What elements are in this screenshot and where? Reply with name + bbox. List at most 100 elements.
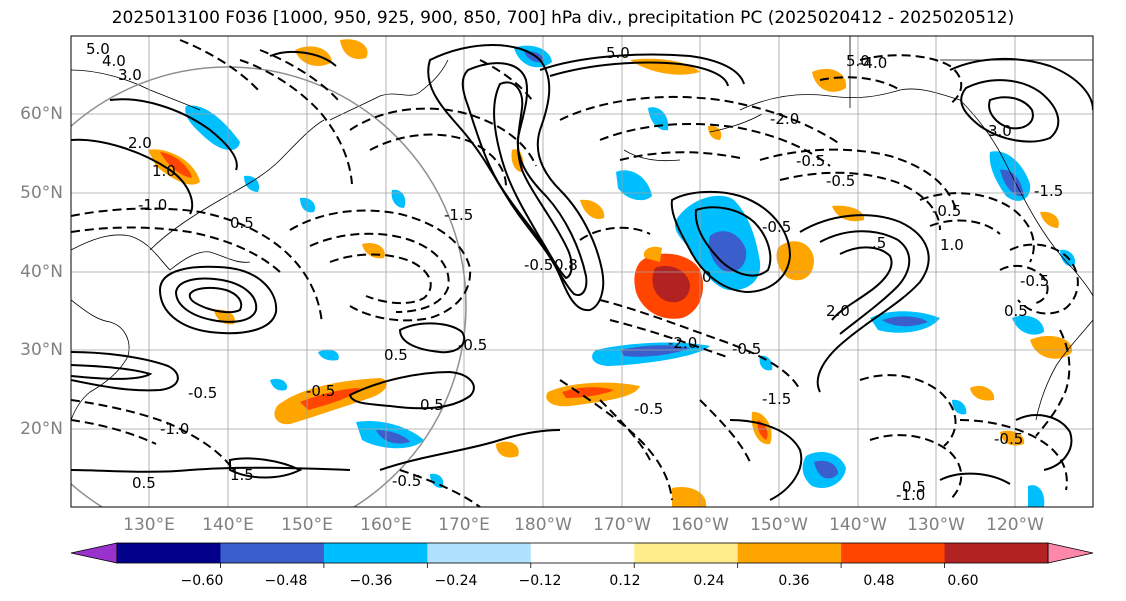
colorbar-frame [116, 542, 1049, 564]
lon-label: 150°W [750, 515, 808, 535]
map-gridlines [71, 36, 1093, 507]
svg-text:-1.0: -1.0 [160, 420, 189, 438]
lon-label: 160°E [360, 515, 412, 535]
precip-positive-area [1000, 430, 1025, 446]
colorbar-tick-label: 0.24 [693, 573, 725, 589]
svg-text:-4.0: -4.0 [858, 54, 887, 72]
precip-negative-area [1028, 485, 1045, 507]
precip-positive-area [672, 486, 707, 507]
colorbar-extend-high [1047, 542, 1094, 564]
colorbar-tick-label: 0.48 [863, 573, 895, 589]
precip-positive-area [295, 46, 332, 66]
precip-negative-area [814, 460, 838, 479]
svg-text:0.5: 0.5 [420, 396, 444, 414]
svg-text:5.0: 5.0 [846, 52, 870, 70]
positive-contours [71, 44, 1093, 501]
precip-negative-area [952, 399, 967, 415]
map-plot-area: 5.0 4.0 3.0 2.0 1.0 -1.0 0.5 -1.5 1.5 0.… [71, 36, 1093, 507]
precip-negative-area [270, 378, 288, 391]
svg-text:0.5: 0.5 [230, 214, 254, 232]
svg-text:5.0: 5.0 [86, 40, 110, 58]
colorbar-extend-low [70, 542, 118, 564]
svg-text:-0.5: -0.5 [1020, 272, 1049, 290]
svg-text:.5: .5 [872, 234, 886, 252]
svg-text:-1.5: -1.5 [1034, 182, 1063, 200]
precip-negative-area [376, 430, 410, 444]
svg-text:-0.5: -0.5 [826, 172, 855, 190]
colorbar-segment [427, 543, 532, 563]
colorbar-segment [323, 543, 428, 563]
svg-text:-1.0: -1.0 [896, 486, 925, 504]
lon-label: 130°E [123, 515, 175, 535]
svg-text:1.0: 1.0 [152, 162, 176, 180]
svg-text:-0.5: -0.5 [732, 340, 761, 358]
contour-labels: 5.0 4.0 3.0 2.0 1.0 -1.0 0.5 -1.5 1.5 0.… [86, 40, 1063, 504]
precip-positive-area [708, 125, 722, 140]
svg-text:-2.0: -2.0 [770, 110, 799, 128]
svg-text:-0.5: -0.5 [796, 152, 825, 170]
svg-text:-0.5: -0.5 [932, 202, 961, 220]
precip-positive-area [643, 246, 662, 262]
colorbar-segment [220, 543, 325, 563]
range-circle [71, 66, 467, 507]
svg-text:-0.5: -0.5 [458, 336, 487, 354]
svg-text:1.0: 1.0 [940, 236, 964, 254]
svg-text:3.0: 3.0 [988, 122, 1012, 140]
svg-text:-1.5: -1.5 [762, 390, 791, 408]
lat-label: 40°N [20, 262, 63, 282]
svg-text:-1.0: -1.0 [138, 196, 167, 214]
svg-text:1.5: 1.5 [230, 466, 254, 484]
svg-text:-0.5: -0.5 [392, 472, 421, 490]
svg-text:-1.5: -1.5 [444, 206, 473, 224]
colorbar-segment [944, 543, 1049, 563]
precip-positive-area [496, 441, 519, 458]
svg-text:3.0: 3.0 [118, 66, 142, 84]
colorbar-tick-label: 0.12 [609, 573, 641, 589]
svg-text:0.5: 0.5 [132, 474, 156, 492]
precip-positive-area [757, 420, 768, 440]
svg-text:0.5: 0.5 [1004, 302, 1028, 320]
lon-label: 150°E [281, 515, 333, 535]
precip-positive-area [340, 39, 368, 60]
svg-text:0: 0 [702, 268, 712, 286]
svg-text:-0.5: -0.5 [188, 384, 217, 402]
precip-negative-area [1012, 315, 1044, 335]
precip-positive-area [1040, 211, 1059, 228]
svg-text:-0.5: -0.5 [762, 218, 791, 236]
svg-text:2.0: 2.0 [128, 134, 152, 152]
map-title: 2025013100 F036 [1000, 950, 925, 900, 85… [111, 8, 1015, 28]
colorbar-segment [737, 543, 842, 563]
precip-negative-area [185, 105, 240, 151]
lat-label: 20°N [20, 419, 63, 439]
precip-negative-area [708, 231, 747, 272]
precip-positive-area [300, 388, 360, 410]
colorbar-tick-label: −0.60 [180, 573, 224, 589]
colorbar-segment [530, 543, 635, 563]
colorbar-segment [841, 543, 946, 563]
colorbar-tick-label: −0.36 [349, 573, 393, 589]
svg-text:0.5: 0.5 [384, 346, 408, 364]
svg-text:0.5: 0.5 [902, 478, 926, 496]
lon-label: 140°W [829, 515, 887, 535]
precip-negative-area [620, 345, 690, 357]
lat-label: 30°N [20, 340, 63, 360]
colorbar-tick-label: −0.48 [264, 573, 308, 589]
precip-positive-area [970, 385, 995, 401]
colorbar-tick-label: −0.24 [434, 573, 478, 589]
svg-text:5.0: 5.0 [606, 44, 630, 62]
lat-label: 60°N [20, 104, 63, 124]
colorbar-segment [117, 543, 221, 563]
svg-text:-0.5: -0.5 [994, 430, 1023, 448]
colorbar-tick-label: 0.36 [778, 573, 810, 589]
colorbar [70, 542, 1094, 568]
svg-text:2.0: 2.0 [826, 302, 850, 320]
map-frame [70, 35, 1094, 508]
negative-contours [71, 39, 1079, 507]
lon-label: 170°E [438, 515, 490, 535]
precip-negative-area [1000, 169, 1024, 197]
lon-label: 170°W [593, 515, 651, 535]
colorbar-tick-label: 0.60 [947, 573, 979, 589]
colorbar-tick-label: −0.12 [518, 573, 562, 589]
precip-positive-area [1030, 336, 1073, 359]
